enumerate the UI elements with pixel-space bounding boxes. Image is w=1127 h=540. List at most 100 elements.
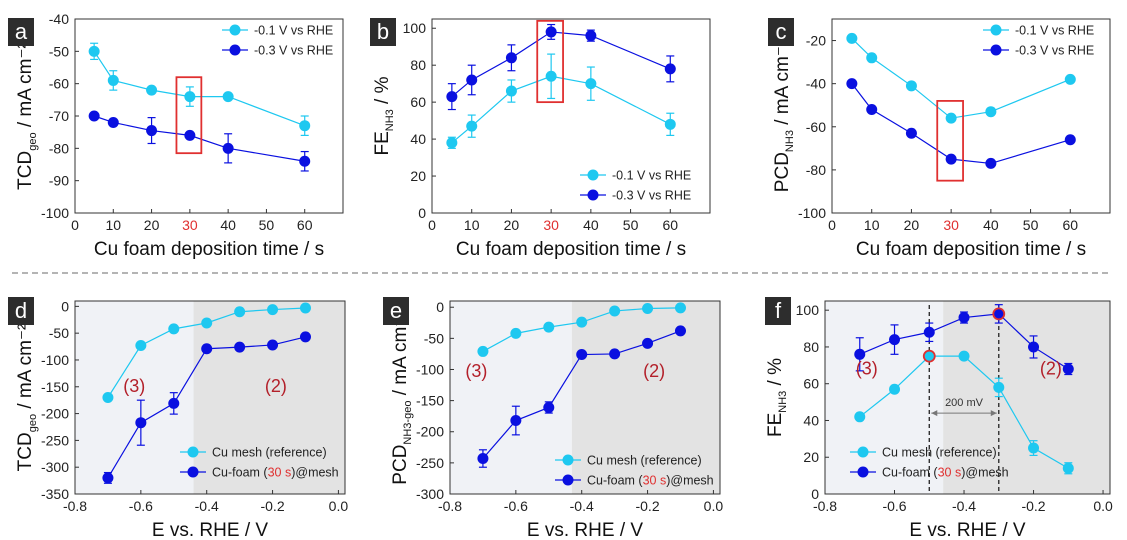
plot-frame — [831, 18, 1111, 214]
y-tick-label: -50 — [49, 325, 69, 341]
y-tick-label: -100 — [798, 205, 826, 221]
x-tick-label: -0.6 — [504, 498, 528, 514]
x-tick-label: 40 — [983, 217, 999, 233]
y-tick-label: 40 — [803, 412, 819, 428]
region-label: (2) — [643, 361, 665, 381]
x-axis-label: E vs. RHE / V — [527, 520, 643, 540]
data-point — [168, 397, 180, 409]
y-tick-label: -20 — [806, 33, 826, 49]
x-tick-label: -0.8 — [438, 498, 462, 514]
data-point — [299, 155, 311, 167]
data-point — [201, 343, 213, 355]
data-point — [958, 312, 970, 324]
panel-b: 0 10 20 30 40 50 60 0 20 40 60 80 100 Cu foam deposit… — [370, 18, 711, 260]
data-point — [184, 129, 196, 141]
region-label: (2) — [265, 376, 287, 396]
panel-a: 0 10 20 30 40 50 60 -100 -90 -80 -70 -60 -50 -40 Cu fo… — [8, 11, 344, 260]
panel-label-box — [765, 297, 791, 325]
data-point — [146, 125, 158, 137]
legend: Cu mesh (reference) Cu-foam (30 s)@mesh — [555, 454, 714, 488]
data-point — [576, 316, 588, 328]
data-point — [866, 104, 878, 116]
y-tick-label: 0 — [436, 299, 444, 315]
y-tick-label: -70 — [49, 108, 69, 124]
data-point — [985, 157, 997, 169]
y-tick-label: 100 — [796, 302, 820, 318]
series-line — [451, 31, 671, 98]
x-tick-label: 20 — [904, 217, 920, 233]
data-point — [1064, 73, 1076, 85]
y-tick-label: -150 — [416, 393, 444, 409]
legend: Cu mesh (reference) Cu-foam (30 s)@mesh — [180, 446, 339, 480]
y-tick-label: -250 — [416, 455, 444, 471]
legend-marker — [229, 24, 241, 36]
x-tick-label: -0.6 — [129, 498, 153, 514]
data-point — [846, 78, 858, 90]
data-point — [168, 323, 180, 335]
x-tick-label: 60 — [1062, 217, 1078, 233]
data-point — [609, 348, 621, 360]
y-tick-label: -250 — [41, 432, 69, 448]
legend-marker — [990, 24, 1002, 36]
y-axis-label: PCDNH3 / mA cm⁻² — [772, 40, 796, 192]
panel-f: -0.8 -0.6 -0.4 -0.2 0.0 0 20 40 60 80 100 E vs. RHE… — [765, 297, 1113, 540]
x-tick-label: 30 — [182, 217, 198, 233]
data-point — [477, 453, 489, 465]
panel-e: -0.8 -0.6 -0.4 -0.2 0.0 -300 -250 -200 -150 -100 -… — [383, 297, 723, 540]
y-tick-label: -100 — [416, 361, 444, 377]
y-tick-label: 0 — [811, 486, 819, 502]
region-label: (3) — [123, 376, 145, 396]
y-tick-label: 60 — [410, 94, 426, 110]
x-tick-label: 0 — [428, 217, 436, 233]
data-point — [889, 334, 901, 346]
region-shade-high — [571, 301, 720, 494]
highlight-box — [175, 76, 203, 155]
data-point — [545, 26, 557, 38]
x-tick-label: -0.8 — [63, 498, 87, 514]
y-tick-label: -200 — [41, 406, 69, 422]
y-tick-label: -150 — [41, 379, 69, 395]
x-tick-label: -0.6 — [882, 498, 906, 514]
data-point — [135, 417, 147, 429]
y-tick-label: -80 — [49, 140, 69, 156]
data-point — [505, 85, 517, 97]
data-point — [184, 91, 196, 103]
data-point — [222, 91, 234, 103]
y-tick-label: 0 — [418, 205, 426, 221]
legend-marker — [857, 466, 869, 478]
data-point — [543, 401, 555, 413]
data-point — [674, 302, 686, 314]
y-tick-label: -100 — [41, 205, 69, 221]
data-point — [1028, 442, 1040, 454]
legend-marker — [990, 44, 1002, 56]
y-tick-label: -50 — [424, 330, 444, 346]
data-point — [1062, 363, 1074, 375]
data-point — [1062, 462, 1074, 474]
data-point — [664, 63, 676, 75]
legend-label: -0.1 V vs RHE — [1015, 24, 1094, 38]
data-point — [234, 341, 246, 353]
y-tick-label: -200 — [416, 424, 444, 440]
legend-marker — [229, 44, 241, 56]
x-tick-label: 30 — [543, 217, 559, 233]
x-tick-label: 20 — [144, 217, 160, 233]
data-point — [299, 302, 311, 314]
legend-label: Cu mesh (reference) — [587, 454, 702, 468]
x-tick-label: 10 — [105, 217, 121, 233]
data-point — [585, 30, 597, 42]
panel-label-box — [383, 297, 409, 325]
data-point — [146, 84, 158, 96]
annotation-label: 200 mV — [945, 397, 984, 409]
panel-label-box — [768, 18, 794, 46]
data-point — [267, 339, 279, 351]
y-axis-label: FENH3 / % — [372, 76, 396, 155]
data-point — [299, 120, 311, 132]
legend-label: Cu-foam (30 s)@mesh — [882, 466, 1009, 480]
x-tick-label: -0.2 — [260, 498, 284, 514]
region-shade-low — [450, 301, 572, 494]
y-tick-label: -100 — [41, 352, 69, 368]
legend-label: -0.3 V vs RHE — [1015, 44, 1094, 58]
y-tick-label: -40 — [806, 76, 826, 92]
legend: -0.1 V vs RHE -0.3 V vs RHE — [983, 24, 1094, 58]
data-point — [854, 411, 866, 423]
